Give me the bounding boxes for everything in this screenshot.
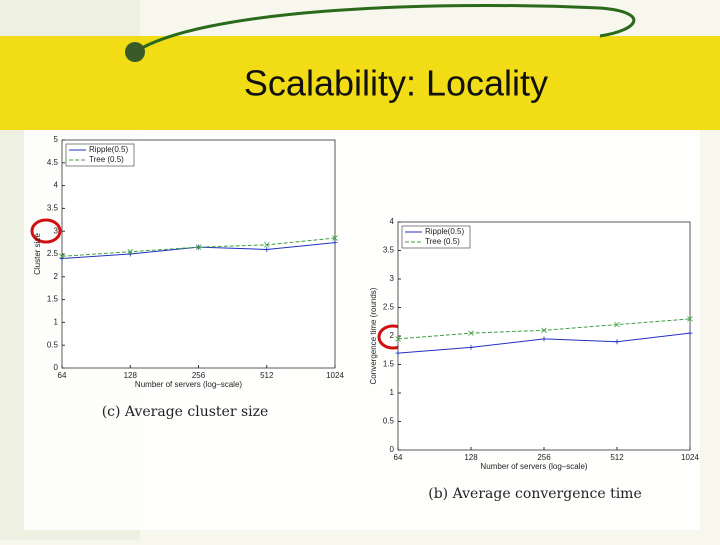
series-line (61, 237, 336, 257)
decor-curve (134, 3, 636, 54)
y-tick-label: 3.5 (383, 246, 395, 255)
x-tick-label: 64 (394, 453, 403, 462)
slide-title: Scalability: Locality (244, 63, 548, 104)
x-axis-label: Number of servers (log–scale) (135, 380, 242, 389)
legend-label: Tree (0.5) (89, 155, 124, 164)
x-tick-label: 1024 (326, 371, 344, 380)
y-tick-label: 1 (390, 388, 395, 397)
y-tick-label: 2 (54, 272, 59, 281)
y-tick-label: 5 (54, 135, 59, 144)
x-tick-label: 1024 (681, 453, 699, 462)
plot-frame (397, 221, 691, 451)
y-tick-label: 0.5 (383, 417, 395, 426)
y-tick-label: 2.5 (383, 303, 395, 312)
point-marker (687, 316, 693, 322)
caption: (c) Average cluster size (102, 404, 269, 420)
y-tick-label: 0 (390, 445, 395, 454)
y-axis-label: Convergence time (rounds) (369, 287, 378, 384)
y-tick-label: 1 (54, 318, 59, 327)
y-tick-label: 4 (390, 217, 395, 226)
y-tick-label: 3 (54, 226, 59, 235)
y-tick-label: 0 (54, 363, 59, 372)
x-tick-label: 128 (464, 453, 478, 462)
point-marker (332, 240, 338, 246)
x-tick-label: 256 (192, 371, 206, 380)
point-marker (332, 235, 338, 241)
highlight-circle (30, 218, 62, 244)
y-tick-label: 1.5 (47, 295, 59, 304)
point-marker (395, 336, 401, 342)
point-marker (395, 350, 401, 356)
y-axis-label: Cluster size (33, 233, 42, 275)
point-marker (264, 246, 270, 252)
y-tick-label: 4 (54, 181, 59, 190)
y-tick-label: 0.5 (47, 340, 59, 349)
x-tick-label: 512 (260, 371, 274, 380)
legend-label: Ripple(0.5) (89, 145, 128, 154)
point-marker (468, 330, 474, 336)
x-tick-label: 256 (537, 453, 551, 462)
point-marker (687, 330, 693, 336)
point-marker (263, 242, 270, 248)
point-marker (614, 339, 620, 345)
point-marker (127, 251, 133, 257)
x-tick-label: 64 (58, 371, 67, 380)
plot-frame (61, 139, 336, 369)
point-marker (59, 253, 65, 260)
y-tick-label: 3 (390, 274, 395, 283)
decor-ball (125, 42, 145, 62)
y-tick-label: 2 (390, 331, 395, 340)
point-marker (541, 327, 547, 334)
legend-label: Ripple(0.5) (425, 227, 464, 236)
point-marker (541, 336, 547, 342)
x-axis-label: Number of servers (log–scale) (480, 462, 587, 471)
x-tick-label: 512 (610, 453, 624, 462)
point-marker (127, 248, 134, 255)
title-band (0, 36, 720, 130)
point-marker (59, 256, 65, 262)
y-tick-label: 4.5 (47, 158, 59, 167)
y-tick-label: 2.5 (47, 249, 59, 258)
point-marker (468, 344, 474, 350)
legend-label: Tree (0.5) (425, 237, 460, 246)
y-tick-label: 1.5 (383, 360, 395, 369)
point-marker (195, 244, 202, 250)
y-tick-label: 3.5 (47, 204, 59, 213)
x-tick-label: 128 (124, 371, 138, 380)
point-marker (614, 321, 620, 328)
caption: (b) Average convergence time (428, 486, 642, 502)
